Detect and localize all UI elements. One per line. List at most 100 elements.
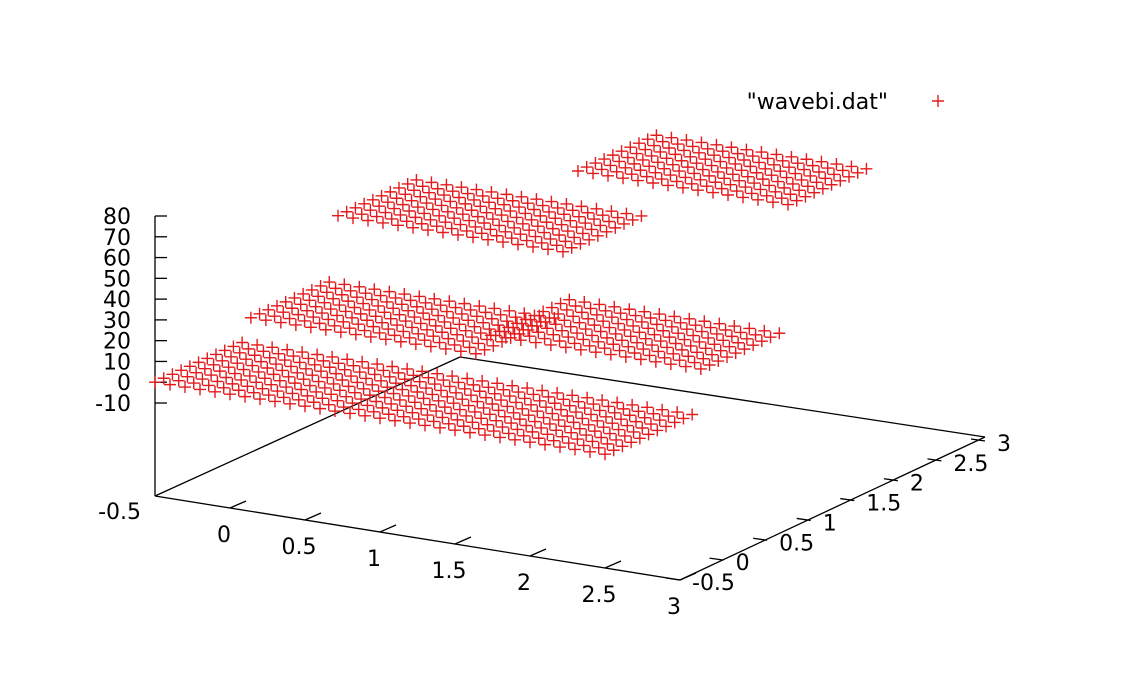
- x-tick-label: 2: [517, 571, 531, 596]
- data-point: [259, 314, 272, 327]
- data-point: [404, 417, 416, 430]
- data-point: [599, 448, 611, 461]
- data-point: [327, 292, 340, 305]
- data-point: [461, 187, 474, 200]
- data-point: [353, 280, 366, 293]
- data-point: [455, 181, 468, 194]
- data-point: [655, 173, 668, 186]
- data-point: [585, 223, 598, 236]
- data-point: [768, 158, 780, 171]
- data-point: [825, 178, 838, 191]
- data-point: [603, 321, 616, 334]
- data-point: [616, 440, 629, 453]
- data-point: [654, 145, 667, 158]
- data-point: [558, 208, 570, 221]
- data-point: [443, 295, 456, 308]
- data-point: [307, 311, 320, 324]
- data-point: [617, 172, 629, 185]
- data-point: [357, 382, 370, 395]
- data-point: [207, 358, 220, 371]
- data-point: [511, 423, 524, 436]
- data-point: [746, 150, 759, 163]
- data-point: [175, 364, 188, 377]
- data-point: [488, 387, 501, 400]
- data-point: [574, 237, 587, 250]
- data-point: [692, 184, 704, 197]
- data-point: [615, 413, 627, 426]
- data-point: [308, 358, 321, 371]
- data-point: [519, 207, 532, 220]
- data-point: [408, 311, 421, 324]
- data-point: [523, 224, 536, 237]
- data-point: [400, 400, 413, 413]
- data-point: [340, 205, 353, 218]
- data-point: [375, 374, 387, 387]
- data-point: [553, 228, 566, 241]
- data-point: [725, 141, 738, 154]
- data-point: [758, 324, 771, 337]
- data-point: [338, 278, 351, 291]
- data-point: [255, 355, 267, 368]
- data-point: [497, 236, 509, 249]
- data-point: [297, 287, 310, 300]
- data-point: [421, 409, 434, 422]
- data-point: [232, 384, 245, 397]
- data-point: [658, 351, 671, 364]
- ticks: [155, 215, 986, 581]
- data-point: [614, 307, 627, 320]
- data-point: [659, 314, 672, 327]
- data-point: [615, 145, 628, 158]
- data-point: [611, 396, 624, 409]
- data-point: [638, 411, 651, 424]
- data-point: [597, 421, 610, 434]
- data-point: [224, 388, 236, 401]
- data-point: [723, 151, 735, 164]
- data-point: [441, 390, 454, 403]
- data-point: [618, 323, 631, 336]
- data-point: [448, 338, 461, 351]
- data-point: [300, 362, 312, 375]
- data-point: [624, 141, 637, 154]
- data-point: [565, 241, 578, 254]
- data-point: [282, 370, 295, 383]
- data-point: [359, 409, 371, 422]
- data-point: [703, 359, 716, 372]
- data-point: [634, 164, 647, 177]
- data-point: [575, 306, 588, 319]
- data-point: [572, 165, 584, 177]
- data-point: [536, 199, 549, 212]
- data-point: [501, 400, 514, 413]
- data-point: [375, 189, 388, 202]
- data-point: [415, 217, 428, 230]
- data-point: [217, 381, 230, 394]
- data-point: [476, 189, 489, 202]
- data-point: [591, 414, 604, 427]
- data-point: [457, 420, 470, 433]
- data-point: [494, 431, 506, 444]
- data-point: [495, 394, 507, 407]
- data-point: [634, 353, 647, 366]
- data-point: [393, 308, 406, 321]
- data-point: [442, 417, 455, 430]
- data-point: [205, 369, 218, 382]
- data-point: [239, 390, 251, 403]
- data-point: [481, 418, 494, 431]
- data-point: [516, 402, 529, 415]
- data-point: [220, 371, 233, 384]
- data-point: [285, 360, 297, 373]
- y-tick-label: -0.5: [692, 571, 735, 596]
- data-point: [330, 367, 342, 380]
- data-point: [334, 326, 347, 339]
- data-point: [490, 414, 503, 427]
- data-point: [412, 413, 425, 426]
- data-point: [323, 276, 336, 289]
- data-point: [730, 185, 743, 198]
- data-point: [714, 344, 727, 357]
- data-point: [836, 164, 849, 177]
- data-point: [287, 350, 300, 363]
- data-point: [439, 216, 452, 229]
- data-point: [594, 325, 607, 338]
- data-point: [601, 437, 614, 450]
- data-point: [527, 240, 539, 253]
- data-point: [235, 373, 248, 386]
